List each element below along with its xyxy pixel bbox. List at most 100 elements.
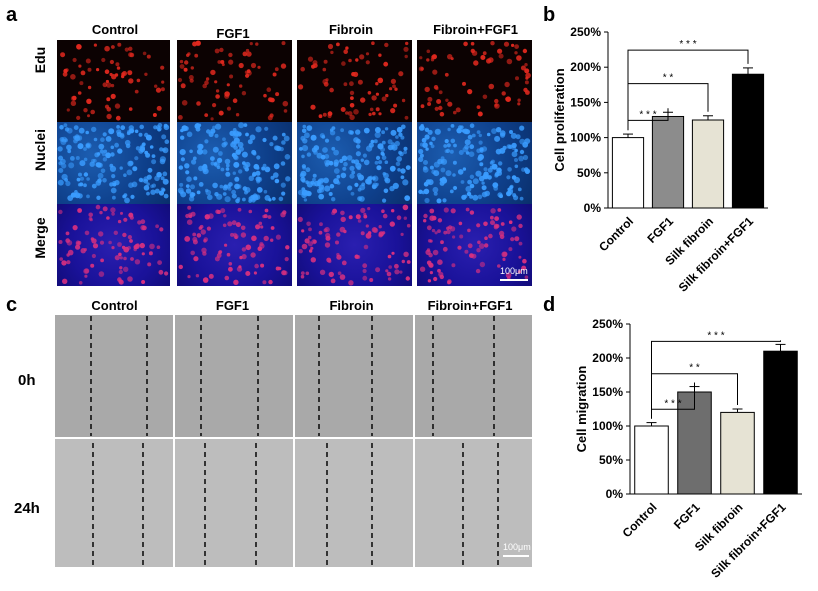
cell-dot [242,161,246,166]
cell-dot [102,206,108,212]
x-tick-label: Control [620,500,660,540]
cell-dot [180,128,184,133]
cell-dot [103,149,108,154]
cell-dot [511,145,517,151]
cell-dot [433,191,438,196]
cell-dot [403,150,407,155]
panel-label-d: d [543,294,556,316]
cell-dot [99,149,104,154]
cell-dot [159,147,164,152]
cell-dot [385,269,389,273]
y-tick-label: 250% [592,317,623,331]
cell-dot [333,168,340,174]
cell-dot [189,149,193,154]
cell-dot [367,207,371,211]
cell-dot [506,175,511,180]
cell-dot [187,275,191,279]
cell-dot [375,155,381,160]
cell-dot [114,255,120,261]
cell-dot [243,123,248,127]
cell-dot [67,149,72,154]
cell-dot [497,264,501,268]
cell-dot [145,152,151,158]
cell-dot [489,165,494,170]
cell-dot [234,183,240,190]
cell-dot [498,161,503,166]
cell-dot [436,198,442,204]
cell-dot [331,197,336,202]
cell-dot [263,93,267,98]
cell-dot [118,279,123,284]
cell-dot [515,76,519,81]
cell-dot [233,234,239,239]
cell-dot [262,280,267,285]
cell-dot [453,110,457,115]
cell-dot [85,58,91,64]
cell-dot [186,131,193,138]
cell-dot [267,215,272,219]
cell-dot [110,93,116,99]
cell-dot [111,45,115,49]
cell-dot [365,224,369,228]
cell-dot [110,83,115,88]
cell-dot [141,252,145,256]
cell-dot [65,180,71,187]
cell-dot [255,170,261,176]
cell-dot [400,135,405,140]
cell-dot [180,135,185,140]
cell-dot [524,138,531,145]
cell-dot [128,46,133,51]
cell-dot [60,52,66,58]
cell-dot [440,240,444,245]
cell-dot [343,82,348,87]
cell-dot [196,233,202,238]
cell-dot [204,139,209,144]
cell-dot [495,148,502,155]
cell-dot [183,67,188,72]
cell-dot [214,80,218,84]
cell-dot [451,263,456,268]
cell-dot [418,148,424,155]
cell-dot [179,149,186,156]
scale-bar-a [500,279,528,281]
cell-dot [375,92,379,96]
cell-dot [355,129,361,135]
cell-dot [270,226,275,230]
cell-dot [72,225,78,231]
cell-dot [230,141,237,148]
cell-dot [467,134,473,140]
cell-dot [447,54,453,60]
cell-dot [422,142,428,148]
cell-dot [123,266,129,272]
cell-dot [514,158,518,162]
cell-dot [302,138,308,144]
y-tick-label: 50% [599,453,623,467]
x-tick-label: Silk fibroin+FGF1 [676,214,757,295]
cell-dot [162,178,169,185]
cell-dot [238,62,244,69]
bar [691,119,725,209]
cell-dot [188,212,193,217]
cell-dot [138,132,143,137]
cell-dot [98,231,104,237]
cell-dot [281,191,286,196]
cell-dot [450,124,455,128]
cell-dot [116,131,122,137]
cell-dot [384,177,391,184]
cell-dot [463,128,469,135]
cell-dot [469,174,475,179]
cell-dot [521,265,527,271]
cell-dot [79,182,84,187]
cell-dot [313,239,317,244]
cell-dot [524,62,528,67]
cell-dot [508,247,513,252]
cell-dot [232,98,238,103]
cell-dot [119,166,123,170]
cell-dot [193,256,199,262]
chart-cell-proliferation: 0% 50% 100% 150% 200% 250% Cell proliferation C… [552,25,768,295]
cell-dot [139,242,145,249]
cell-dot [268,97,274,103]
cell-dot [272,135,278,141]
cell-dot [437,268,441,273]
cell-dot [389,87,393,91]
